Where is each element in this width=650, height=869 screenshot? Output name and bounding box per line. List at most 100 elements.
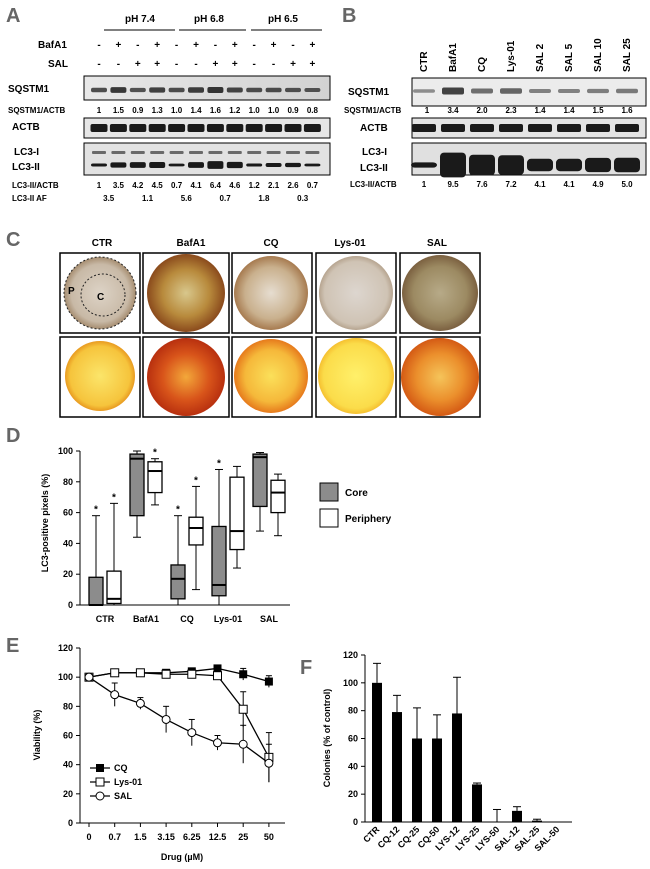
- bafa1-sign: -: [175, 40, 178, 51]
- y-tick-label-f: 100: [343, 678, 358, 688]
- boxes-d: * * * * * *: [88, 448, 286, 606]
- y-tick-label-e: 40: [63, 760, 73, 770]
- lc3-ratio-values-b: 1 9.5 7.6 7.2 4.1 4.1 4.9 5.0: [422, 180, 633, 189]
- actb-band-b: [499, 124, 523, 132]
- sal-sign: +: [154, 59, 160, 70]
- periphery-outline: [63, 256, 137, 330]
- lane-label: BafA1: [448, 43, 459, 72]
- y-ticks-e: 0 20 40 60 80 100 120: [58, 643, 80, 828]
- sqstm1-band: [168, 87, 185, 93]
- lc3-ii-band: [265, 163, 282, 167]
- spheroid-cq-top: [234, 256, 308, 330]
- point-sal: [264, 758, 274, 768]
- point-lys-01: [238, 704, 248, 714]
- lane-label: SAL 10: [593, 38, 604, 72]
- lc3-ii-band: [207, 161, 224, 169]
- af-value: 1.8: [258, 194, 270, 203]
- actb-bands: [90, 124, 321, 132]
- sqstm1-ratio-value: 1.2: [229, 106, 241, 115]
- lc3-ii-band: [168, 163, 185, 167]
- sqstm1-ratio-values-b: 1 3.4 2.0 2.3 1.4 1.4 1.5 1.6: [425, 106, 633, 115]
- spheroid-ctr-bottom: [65, 341, 135, 411]
- sqstm1-ratio-value: 0.9: [287, 106, 299, 115]
- lc3-ratio-value: 1.2: [249, 181, 261, 190]
- point-lys-01: [161, 669, 171, 679]
- lc3-ii-band: [91, 163, 107, 167]
- bar: [432, 738, 442, 822]
- sqstm1-ratio-values: 1 1.5 0.9 1.3 1.0 1.4 1.6 1.2 1.0 1.0 0.9 0.8: [97, 106, 319, 115]
- lc3-i-band: [208, 151, 223, 154]
- y-tick-label-d: 40: [63, 538, 73, 548]
- ph-label-6-5: pH 6.5: [268, 14, 298, 25]
- point-sal: [84, 672, 94, 682]
- ratio-label-sqstm1: SQSTM1/ACTB: [8, 106, 66, 115]
- sqstm1-band-b: [442, 87, 464, 95]
- y-tick-label-f: 0: [353, 817, 358, 827]
- core-letter: C: [97, 292, 104, 303]
- sqstm1-band: [110, 87, 127, 93]
- lc3-ratio-value-b: 4.1: [563, 180, 575, 189]
- bafa1-sign: +: [309, 40, 315, 51]
- bafa1-sign: +: [193, 40, 199, 51]
- core-outline: [80, 273, 126, 317]
- lc3-band-b: [614, 157, 640, 173]
- bar: [372, 682, 382, 822]
- box-core: [129, 453, 145, 517]
- box-periphery: [229, 476, 245, 551]
- x-tick-label-e: 1.5: [134, 832, 147, 842]
- sqstm1-ratio-value-b: 2.0: [476, 106, 488, 115]
- sqstm1-ratio-value: 1.4: [190, 106, 202, 115]
- column-label-ctr: CTR: [92, 238, 113, 249]
- sqstm1-ratio-value-b: 1.5: [592, 106, 604, 115]
- sal-sign: -: [117, 59, 120, 70]
- af-value: 5.6: [181, 194, 193, 203]
- sqstm1-band: [149, 87, 166, 93]
- box-core: [252, 453, 268, 508]
- bafa1-sign: +: [154, 40, 160, 51]
- column-label-bafa1: BafA1: [177, 238, 206, 249]
- lc3-ratio-value-b: 9.5: [447, 180, 459, 189]
- lc3-ii-band: [285, 162, 301, 168]
- significance-star: *: [194, 475, 198, 486]
- bafa1-sign: -: [97, 40, 100, 51]
- actb-band-b: [441, 124, 465, 132]
- lc3-i-band: [189, 151, 203, 154]
- panel-label-d: D: [6, 425, 20, 447]
- point-cq: [239, 670, 248, 679]
- y-tick-label-d: 100: [58, 446, 73, 456]
- series-e: [84, 664, 274, 783]
- x-tick-label-d: SAL: [260, 614, 279, 624]
- y-tick-label-e: 0: [68, 818, 73, 828]
- point-lys-01: [187, 669, 197, 679]
- y-axis-label-e: Viability (%): [32, 710, 42, 761]
- af-values: 3.5 1.1 5.6 0.7 1.8 0.3: [103, 194, 309, 203]
- sal-sign: -: [272, 59, 275, 70]
- actb-band-b: [586, 124, 610, 132]
- y-axis-label-f: Colonies (% of control): [322, 689, 332, 788]
- ph-label-7-4: pH 7.4: [125, 14, 155, 25]
- point-sal: [187, 728, 197, 738]
- legend-label-sal: SAL: [114, 791, 133, 801]
- y-tick-label-e: 80: [63, 701, 73, 711]
- sqstm1-bands: [91, 87, 321, 93]
- lc3-i-band: [247, 151, 262, 154]
- sqstm1-ratio-value: 1.0: [268, 106, 280, 115]
- x-tick-label-e: 0.7: [108, 832, 121, 842]
- sqstm1-bands-b: [413, 87, 638, 95]
- lc3-i-band: [150, 151, 165, 154]
- sqstm1-ratio-value-b: 1: [425, 106, 430, 115]
- lc3-i-band: [227, 151, 242, 154]
- y-tick-label-e: 60: [63, 731, 73, 741]
- bafa1-sign: +: [232, 40, 238, 51]
- ratio-label-lc3-b: LC3-II/ACTB: [350, 180, 397, 189]
- column-label-sal: SAL: [427, 238, 447, 249]
- actb-band: [90, 124, 108, 132]
- point-cq: [213, 664, 222, 673]
- lc3-bands-b: [411, 152, 640, 178]
- y-tick-label-d: 0: [68, 600, 73, 610]
- legend-marker-cq: [96, 764, 104, 772]
- panel-label-e: E: [6, 635, 19, 657]
- legend-label-periphery: Periphery: [345, 514, 392, 525]
- lc3-ratio-value-b: 4.9: [592, 180, 604, 189]
- x-tick-labels-f: CTRCQ-12CQ-25CQ-50LYS-12LYS-25LYS-50SAL-…: [361, 824, 561, 853]
